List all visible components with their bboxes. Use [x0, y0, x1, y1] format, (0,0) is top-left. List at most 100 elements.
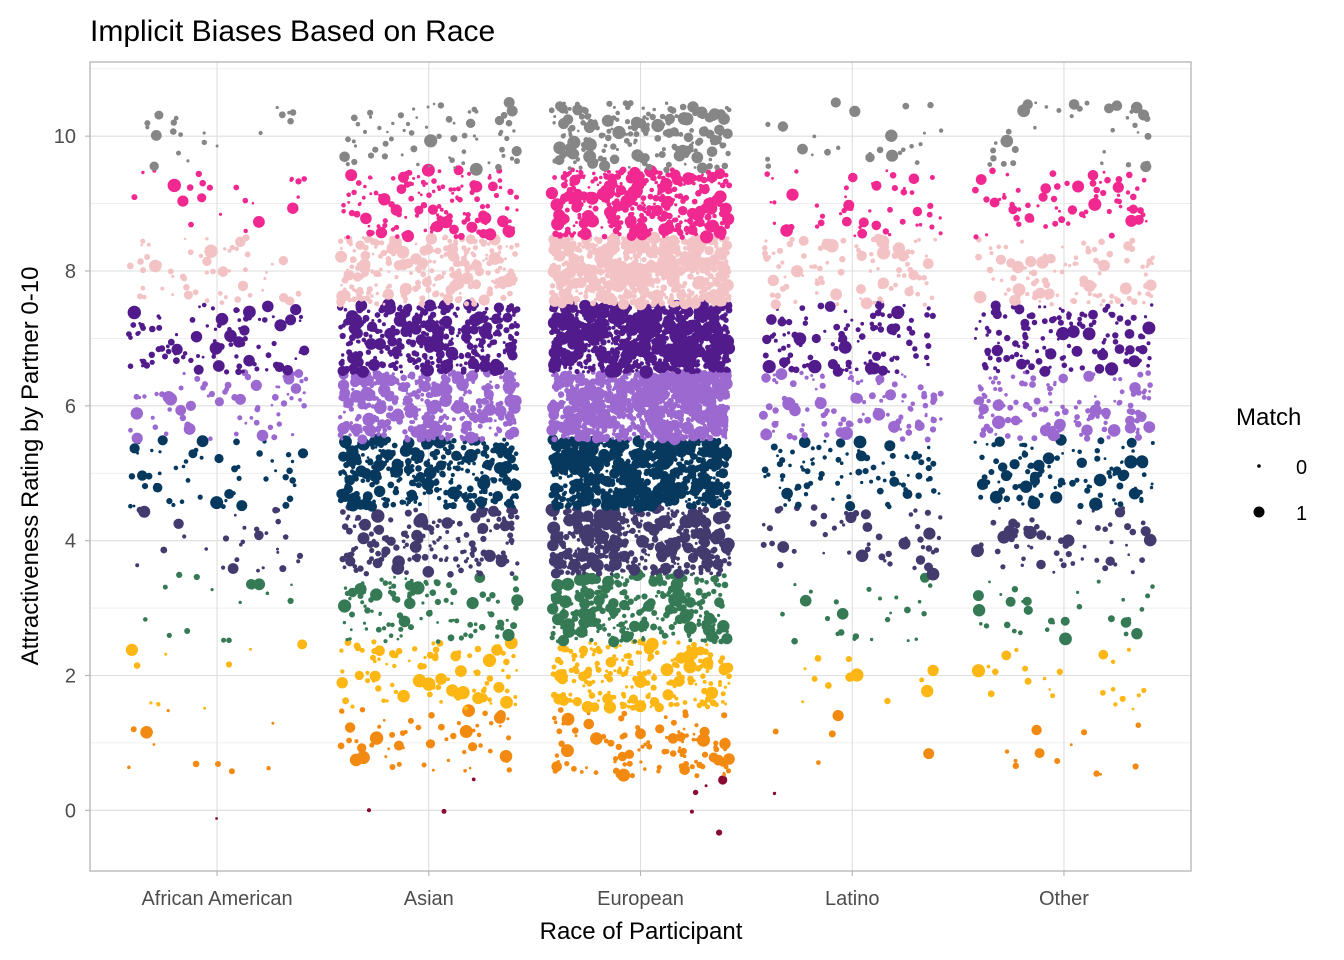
point-european-rating-2 [602, 693, 613, 705]
point-asian-rating-8 [374, 245, 378, 249]
point-european-rating-2 [649, 705, 653, 709]
point-european-rating-2 [634, 675, 647, 688]
point-asian-rating-10 [367, 152, 375, 159]
point-asian-rating-7 [341, 323, 346, 328]
point-african-american-rating-9 [289, 178, 293, 182]
point-asian-rating-6 [481, 408, 489, 416]
point-european-rating-5 [614, 487, 619, 492]
point-european-rating-6 [711, 430, 716, 435]
point-asian-rating-10 [377, 125, 382, 131]
point-african-american-rating-2 [133, 662, 141, 669]
point-african-american-rating-3 [162, 584, 168, 590]
point-asian-rating-6 [400, 374, 408, 382]
point-asian-rating-9 [457, 232, 465, 240]
point-asian-rating-7 [495, 324, 501, 330]
point-european-rating-3 [573, 609, 581, 617]
point-asian-rating-10 [511, 146, 522, 157]
point-european-rating-6 [713, 381, 717, 385]
point-asian-rating-7 [433, 306, 437, 310]
point-asian-rating-5 [422, 446, 427, 450]
point-european-rating-6 [619, 388, 625, 393]
point-asian-rating-1 [478, 743, 483, 748]
point-african-american-rating-4 [227, 563, 239, 574]
point-asian-rating-10 [362, 129, 368, 134]
point-asian-rating-5 [376, 491, 383, 498]
point-asian-rating-6 [403, 406, 408, 412]
point-asian-rating-7 [511, 338, 518, 345]
point-asian-rating-5 [381, 460, 387, 467]
point-asian-rating-7 [435, 363, 441, 369]
point-european-rating-1 [696, 733, 711, 747]
point-asian-rating-4 [480, 535, 487, 543]
point-asian-rating-1 [498, 724, 502, 728]
point-european-rating-5 [608, 480, 616, 488]
point-european-rating-1 [607, 739, 615, 747]
point-asian-rating-2 [423, 655, 427, 660]
point-european-rating-3 [660, 591, 665, 595]
point-african-american-rating-4 [173, 518, 184, 529]
point-asian-rating-6 [337, 432, 344, 438]
point-european-rating-4 [637, 562, 641, 566]
point-asian-rating-2 [505, 674, 511, 680]
point-asian-rating-3 [436, 621, 439, 624]
point-asian-rating-8 [382, 302, 386, 306]
point-european-rating-2 [621, 694, 627, 699]
point-asian-rating-9 [426, 192, 432, 198]
point-asian-rating-7 [429, 355, 434, 360]
point-asian-rating-5 [435, 460, 446, 471]
point-european-rating-2 [700, 700, 708, 707]
point-european-rating-3 [629, 620, 641, 633]
point-asian-rating-6 [392, 377, 400, 385]
point-asian-rating-5 [366, 456, 370, 459]
point-european-rating-6 [644, 432, 648, 436]
point-african-american-rating-6 [302, 391, 306, 395]
point-asian-rating-8 [355, 265, 361, 271]
point-african-american-rating-9 [167, 178, 181, 193]
point-asian-rating-1 [415, 724, 422, 731]
point-asian-rating-3 [468, 633, 474, 639]
point-asian-rating-6 [347, 423, 353, 429]
point-european-rating-2 [594, 660, 600, 667]
point-african-american-rating-4 [275, 518, 282, 525]
point-european-rating-2 [630, 685, 634, 689]
point-asian-rating-6 [493, 419, 497, 422]
point-asian-rating-6 [441, 398, 449, 405]
point-asian-rating-3 [473, 628, 478, 634]
point-european-rating-6 [553, 417, 557, 421]
point-asian-rating-4 [340, 509, 346, 515]
point-european-rating-4 [590, 558, 604, 573]
point-asian-rating-5 [370, 445, 375, 450]
point-asian-rating-5 [418, 450, 425, 457]
point-asian-rating-7 [460, 366, 467, 373]
point-asian-rating-1 [389, 731, 396, 738]
point-european-rating-3 [712, 623, 716, 627]
point-european-rating-4 [575, 521, 582, 527]
point-asian-rating-5 [460, 460, 465, 465]
point-european-rating-1 [635, 728, 646, 740]
point-asian-rating-1 [387, 747, 391, 751]
point-asian-rating-8 [507, 290, 513, 297]
point-asian-rating-8 [433, 249, 437, 253]
point-asian-rating-9 [423, 228, 428, 233]
point-asian-rating-6 [351, 387, 355, 391]
point-european-rating-1 [612, 767, 620, 775]
point-european-rating-6 [566, 392, 572, 398]
point-european-rating-4 [628, 563, 641, 576]
point-asian-rating-7 [443, 333, 450, 340]
point-asian-rating-5 [415, 471, 426, 482]
point-asian-rating-8 [438, 276, 441, 279]
point-asian-rating-8 [425, 233, 438, 245]
point-asian-rating-6 [484, 383, 492, 390]
point-african-american-rating-8 [202, 256, 212, 266]
point-european-rating-4 [675, 509, 680, 514]
point-asian-rating-3 [506, 634, 512, 639]
point-asian-rating-6 [387, 405, 394, 412]
point-asian-rating-5 [351, 474, 358, 481]
point-european-rating-4 [651, 565, 658, 572]
point-asian-rating-7 [362, 314, 370, 322]
point-european-rating-1 [621, 710, 628, 717]
point-european-rating-6 [628, 388, 635, 395]
point-asian-rating-6 [487, 417, 493, 423]
point-european-rating-3 [703, 624, 711, 632]
point-asian-rating-9 [448, 187, 454, 192]
